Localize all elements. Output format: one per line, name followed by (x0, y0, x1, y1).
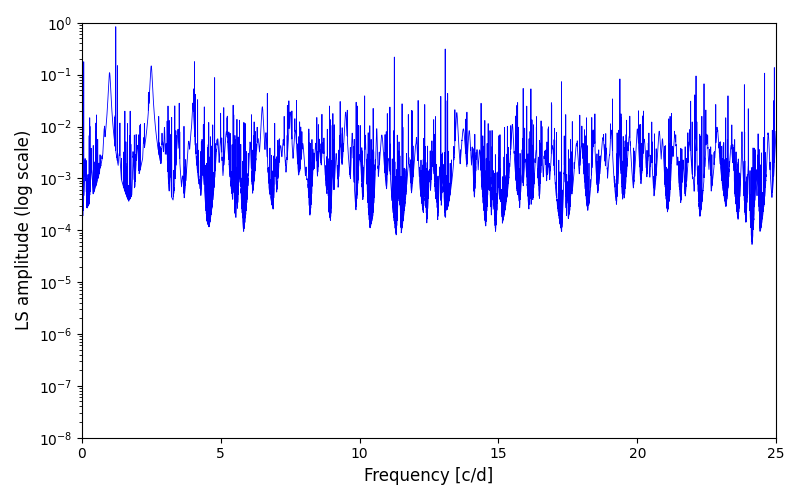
X-axis label: Frequency [c/d]: Frequency [c/d] (364, 467, 494, 485)
Y-axis label: LS amplitude (log scale): LS amplitude (log scale) (15, 130, 33, 330)
